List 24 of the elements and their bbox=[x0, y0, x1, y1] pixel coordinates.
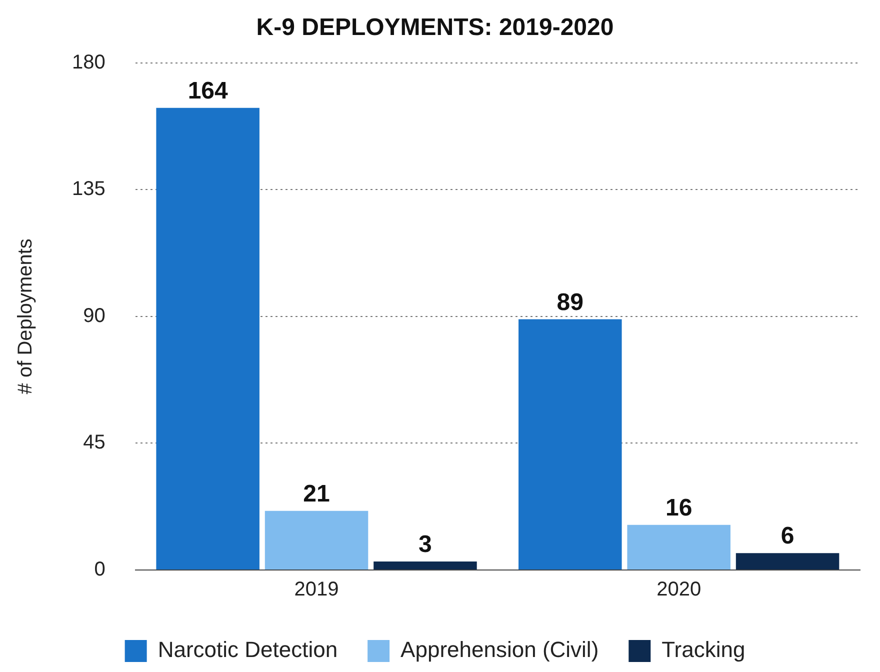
bar bbox=[264, 510, 368, 570]
data-label: 21 bbox=[303, 480, 330, 508]
data-label: 164 bbox=[188, 78, 229, 105]
y-axis-title: # of Deployments bbox=[14, 238, 37, 394]
bar bbox=[627, 524, 730, 570]
x-tick-label: 2020 bbox=[656, 578, 702, 601]
y-tick-label: 180 bbox=[72, 51, 106, 74]
x-tick-label: 2019 bbox=[294, 578, 339, 601]
data-label: 16 bbox=[665, 494, 692, 522]
y-tick-label: 0 bbox=[94, 558, 106, 581]
bar bbox=[518, 319, 622, 570]
y-tick-label: 90 bbox=[83, 304, 106, 327]
data-label: 6 bbox=[780, 522, 794, 550]
data-label: 89 bbox=[556, 288, 584, 316]
legend-label: Narcotic Detection bbox=[158, 637, 338, 662]
legend-label: Apprehension (Civil) bbox=[400, 637, 599, 662]
y-tick-label: 45 bbox=[83, 432, 106, 454]
bar bbox=[156, 108, 260, 570]
chart-title: K-9 DEPLOYMENTS: 2019-2020 bbox=[256, 14, 614, 42]
legend-label: Tracking bbox=[662, 637, 746, 662]
bar bbox=[374, 562, 477, 570]
y-tick-label: 135 bbox=[72, 178, 106, 200]
bar bbox=[736, 553, 840, 570]
data-label: 3 bbox=[418, 531, 432, 558]
